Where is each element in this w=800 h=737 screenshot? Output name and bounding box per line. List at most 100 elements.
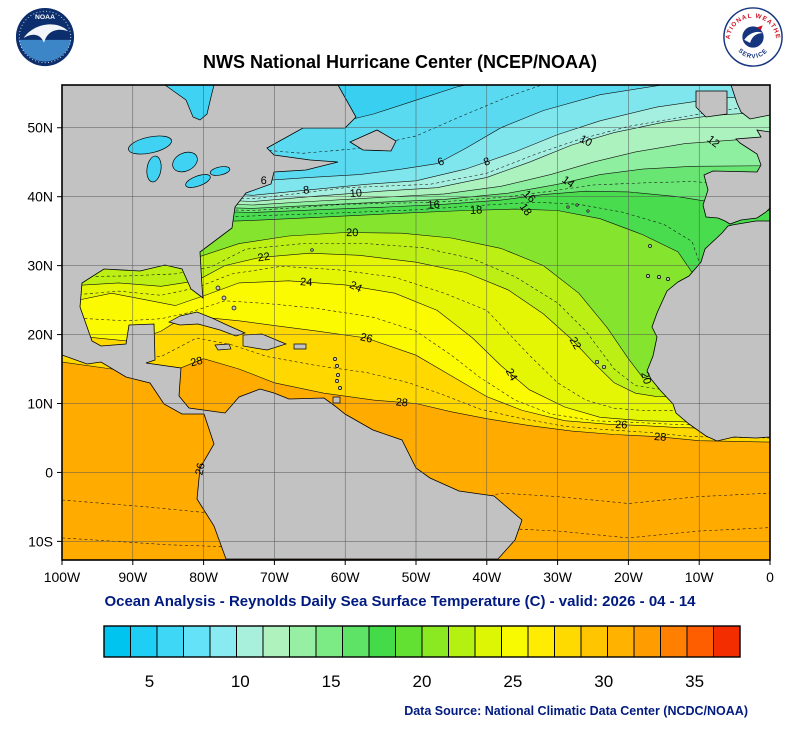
contour-label: 18: [517, 201, 534, 218]
island-dot: [335, 379, 339, 383]
colorbar-tick-label: 10: [231, 672, 250, 691]
contour-label: 22: [567, 335, 584, 352]
contour-label: 28: [654, 431, 667, 444]
colorbar-cell: [633, 625, 661, 658]
colorbar-cell: [527, 625, 555, 658]
colorbar-tick-label: 5: [145, 672, 154, 691]
contour-label: 20: [638, 371, 653, 386]
land-cuba: [168, 311, 246, 337]
contour-label: 10: [577, 133, 593, 149]
lake-erie: [185, 174, 211, 188]
sst-contour-dashed: [62, 201, 770, 287]
contour-label: 16: [427, 199, 440, 212]
colorbar-cell: [236, 625, 264, 658]
nws-logo: NATIONAL WEATHER SERVICE: [719, 1, 784, 68]
y-axis-label: 20N: [27, 327, 53, 343]
colorbar-cell: [686, 625, 714, 658]
hudson-bay: [164, 85, 215, 121]
lake-huron: [172, 151, 198, 173]
land-bermuda: [310, 248, 314, 252]
colorbar-cell: [103, 625, 131, 658]
colorbar-cell: [183, 625, 211, 658]
contour-label: 8: [482, 156, 492, 169]
nws-logo-swoosh: [744, 31, 763, 43]
land-cape-verde: [601, 364, 607, 370]
contour-label: 22: [257, 251, 271, 265]
y-axis-label: 40N: [27, 189, 53, 205]
colorbar-cell: [130, 625, 158, 658]
contour-label: 6: [436, 155, 446, 168]
land-azores: [566, 205, 570, 209]
colorbar-cell: [262, 625, 290, 658]
colorbar-tick-label: 30: [594, 672, 613, 691]
sst-contour: [62, 280, 770, 425]
inland-waters: [128, 85, 231, 188]
x-axis-label: 30W: [543, 569, 573, 585]
contour-label: 28: [189, 355, 204, 369]
contour-label: 28: [395, 396, 408, 409]
x-axis-label: 90W: [118, 569, 148, 585]
page-title: NWS National Hurricane Center (NCEP/NOAA…: [202, 52, 598, 72]
islands-east-atlantic: [566, 203, 670, 370]
x-axis-label: 10W: [685, 569, 715, 585]
colorbar-cell: [448, 625, 476, 658]
data-source: Data Source: National Climatic Data Cent…: [404, 704, 748, 718]
land-bahamas: [231, 305, 237, 311]
grid-layer: 100W 90W 80W 70W 60W 50W 40W 30W 20W 10W 0 50N 40N 30…: [27, 85, 774, 585]
nws-flag-icon: [756, 25, 763, 31]
colorbar-cell: [501, 625, 529, 658]
land-bahamas: [221, 295, 227, 301]
noaa-logo: NOAA: [14, 6, 76, 68]
lake-ontario: [209, 166, 231, 176]
islands-caribbean: [168, 248, 342, 404]
sst-contour-dashed: [62, 266, 770, 413]
colorbar-cell: [289, 625, 317, 658]
contour-label: 8: [303, 184, 310, 197]
map-subtitle: Ocean Analysis - Reynolds Daily Sea Surf…: [104, 593, 696, 610]
land-azores: [575, 203, 579, 207]
contour-label: 14: [559, 174, 576, 191]
x-axis-label: 50W: [402, 569, 432, 585]
x-axis-label: 70W: [260, 569, 290, 585]
contour-label: 26: [193, 462, 207, 476]
land-americas: [62, 85, 523, 560]
map-frame: [61, 84, 771, 561]
noaa-logo-label: NOAA: [35, 14, 55, 21]
noaa-logo-ring-text: [18, 10, 72, 64]
colorbar-tick-label: 20: [413, 672, 432, 691]
land-canary: [666, 277, 670, 281]
colorbar-cell: [474, 625, 502, 658]
nws-logo-svg: NATIONAL WEATHER SERVICE: [719, 1, 783, 67]
x-axis-label: 0: [766, 569, 774, 585]
sst-contour-dashed: [62, 181, 770, 211]
x-axis-label: 40W: [472, 569, 502, 585]
sst-contour-dashed: [62, 103, 770, 200]
island-dot: [333, 357, 337, 361]
colorbar-tick-label: 15: [322, 672, 341, 691]
contour-label: 24: [300, 276, 313, 289]
land-jamaica: [214, 343, 232, 351]
noaa-bird-icon: [23, 24, 69, 43]
island-dot: [338, 386, 342, 390]
y-axis-label: 30N: [27, 258, 53, 274]
island-dot: [336, 373, 340, 377]
y-axis-label: 0: [45, 464, 53, 480]
land-britain: [730, 85, 770, 120]
colorbar-cell: [156, 625, 184, 658]
contour-label: 18: [470, 204, 483, 216]
colorbar-cell: [342, 625, 370, 658]
x-axis-label: 60W: [331, 569, 361, 585]
colorbar-cell: [395, 625, 423, 658]
land-azores: [586, 209, 590, 213]
colorbar-cell: [713, 625, 741, 658]
colorbar-tick-label: 35: [685, 672, 704, 691]
colorbar-cell: [607, 625, 635, 658]
colorbar-cell: [660, 625, 688, 658]
x-axis-label: 20W: [614, 569, 644, 585]
x-axis-label: 80W: [189, 569, 219, 585]
contour-label: 26: [615, 419, 628, 431]
contour-label: 24: [348, 279, 364, 295]
noaa-logo-sea: [18, 39, 72, 62]
sst-contour: [62, 94, 770, 196]
